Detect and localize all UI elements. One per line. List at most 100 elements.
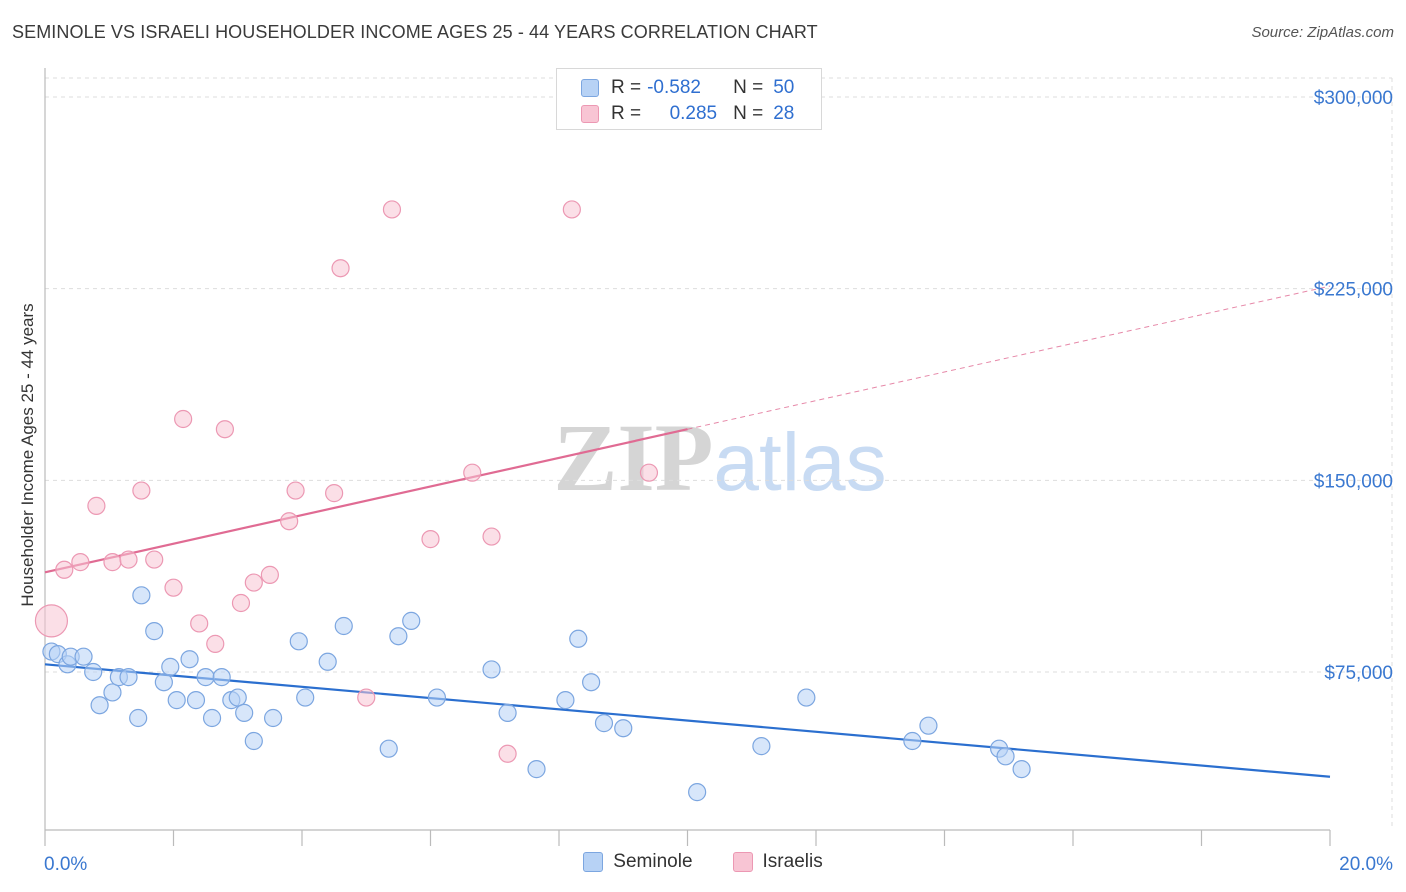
israelis-point <box>190 614 209 633</box>
seminole-point <box>556 691 575 710</box>
y-tick-label: $150,000 <box>1314 471 1393 492</box>
series-legend: Seminole Israelis <box>0 851 1406 873</box>
seminole-point <box>527 760 546 779</box>
seminole-swatch <box>583 852 604 872</box>
seminole-point <box>614 719 633 738</box>
israelis-point <box>34 604 69 638</box>
seminole-point <box>167 691 186 710</box>
israelis-point <box>87 496 106 515</box>
seminole-point <box>186 691 206 710</box>
chart-title: SEMINOLE VS ISRAELI HOUSEHOLDER INCOME A… <box>12 22 818 42</box>
seminole-point <box>212 668 231 687</box>
israelis-swatch <box>732 852 753 872</box>
legend-label-israelis: Israelis <box>762 851 823 872</box>
israelis-point <box>382 200 402 219</box>
seminole-point <box>582 673 601 692</box>
israelis-point <box>71 553 90 572</box>
seminole-point <box>244 731 263 751</box>
legend-item-seminole[interactable]: Seminole <box>583 851 693 873</box>
seminole-point <box>74 647 93 666</box>
israelis-trend-line <box>44 428 688 574</box>
seminole-swatch <box>581 79 599 97</box>
seminole-point <box>196 668 215 687</box>
israelis-point <box>231 593 251 613</box>
seminole-point <box>427 688 447 707</box>
seminole-point <box>263 708 283 728</box>
source-credit: Source: ZipAtlas.com <box>1251 24 1394 41</box>
seminole-point <box>688 783 707 802</box>
seminole-trend-line <box>44 663 1331 778</box>
israelis-point <box>325 484 344 503</box>
correlation-legend: R = -0.582 N = 50 R = 0.285 N = 28 <box>556 68 822 130</box>
legend-item-israelis[interactable]: Israelis <box>732 851 823 873</box>
israelis-point <box>482 527 501 546</box>
x-tick-label-min: 0.0% <box>44 854 87 875</box>
israelis-point <box>103 553 122 572</box>
trend-lines <box>44 285 1331 778</box>
israelis-point <box>55 560 74 579</box>
seminole-point <box>154 673 173 692</box>
israelis-point <box>174 409 193 429</box>
israelis-point <box>215 420 234 439</box>
r-label: R = <box>611 77 642 98</box>
r-value: -0.582 <box>647 77 701 98</box>
seminole-point <box>129 708 148 728</box>
israelis-point <box>164 578 183 597</box>
israelis-point <box>119 550 138 569</box>
seminole-point <box>482 660 501 679</box>
tick-labels: $75,000 $150,000 $225,000 $300,000 0.0% 20.0% <box>44 88 1393 875</box>
seminole-point <box>318 652 337 671</box>
seminole-point <box>334 616 353 636</box>
n-label: N = <box>733 103 764 124</box>
israelis-point <box>145 550 164 569</box>
seminole-point <box>202 708 222 728</box>
n-value: 50 <box>773 77 795 98</box>
israelis-point <box>357 688 376 707</box>
y-tick-label: $225,000 <box>1314 280 1393 301</box>
legend-row-seminole: R = -0.582 N = 50 <box>581 76 794 100</box>
seminole-point <box>103 683 122 702</box>
seminole-point <box>84 662 103 682</box>
seminole-point <box>145 622 164 641</box>
seminole-point <box>180 650 199 669</box>
legend-label-seminole: Seminole <box>613 851 693 872</box>
seminole-point <box>90 696 109 715</box>
israelis-point <box>260 565 279 584</box>
israelis-point <box>280 512 299 531</box>
seminole-point <box>402 611 421 630</box>
grid-lines <box>45 77 1393 830</box>
israelis-point <box>132 481 151 500</box>
israelis-point <box>498 744 517 763</box>
legend-row-israelis: R = 0.285 N = 28 <box>581 102 794 126</box>
y-tick-label: $300,000 <box>1314 88 1393 109</box>
seminole-point <box>228 688 247 707</box>
seminole-point <box>797 688 816 707</box>
israelis-point <box>463 463 482 482</box>
israelis-point <box>206 634 225 653</box>
seminole-point <box>498 703 517 722</box>
israelis-point <box>244 573 263 592</box>
axes <box>44 68 1331 846</box>
israelis-trend-extension <box>687 285 1331 430</box>
seminole-point <box>752 737 771 756</box>
y-tick-label: $75,000 <box>1324 663 1393 684</box>
seminole-point <box>919 716 938 735</box>
israelis-point <box>562 200 581 219</box>
seminole-point <box>161 657 180 676</box>
data-points <box>34 200 1031 802</box>
israelis-swatch <box>581 105 599 123</box>
watermark-text: ZIPatlas <box>553 404 886 511</box>
seminole-point <box>296 688 315 707</box>
r-label: R = <box>611 103 642 124</box>
seminole-point <box>903 731 922 751</box>
seminole-point <box>389 627 408 646</box>
seminole-point <box>235 703 254 722</box>
seminole-point <box>569 629 588 648</box>
seminole-point <box>1012 760 1031 779</box>
israelis-point <box>639 463 659 482</box>
seminole-point <box>379 739 398 758</box>
watermark: ZIPatlas <box>553 404 886 511</box>
seminole-point <box>996 747 1015 766</box>
israelis-point <box>286 481 305 500</box>
